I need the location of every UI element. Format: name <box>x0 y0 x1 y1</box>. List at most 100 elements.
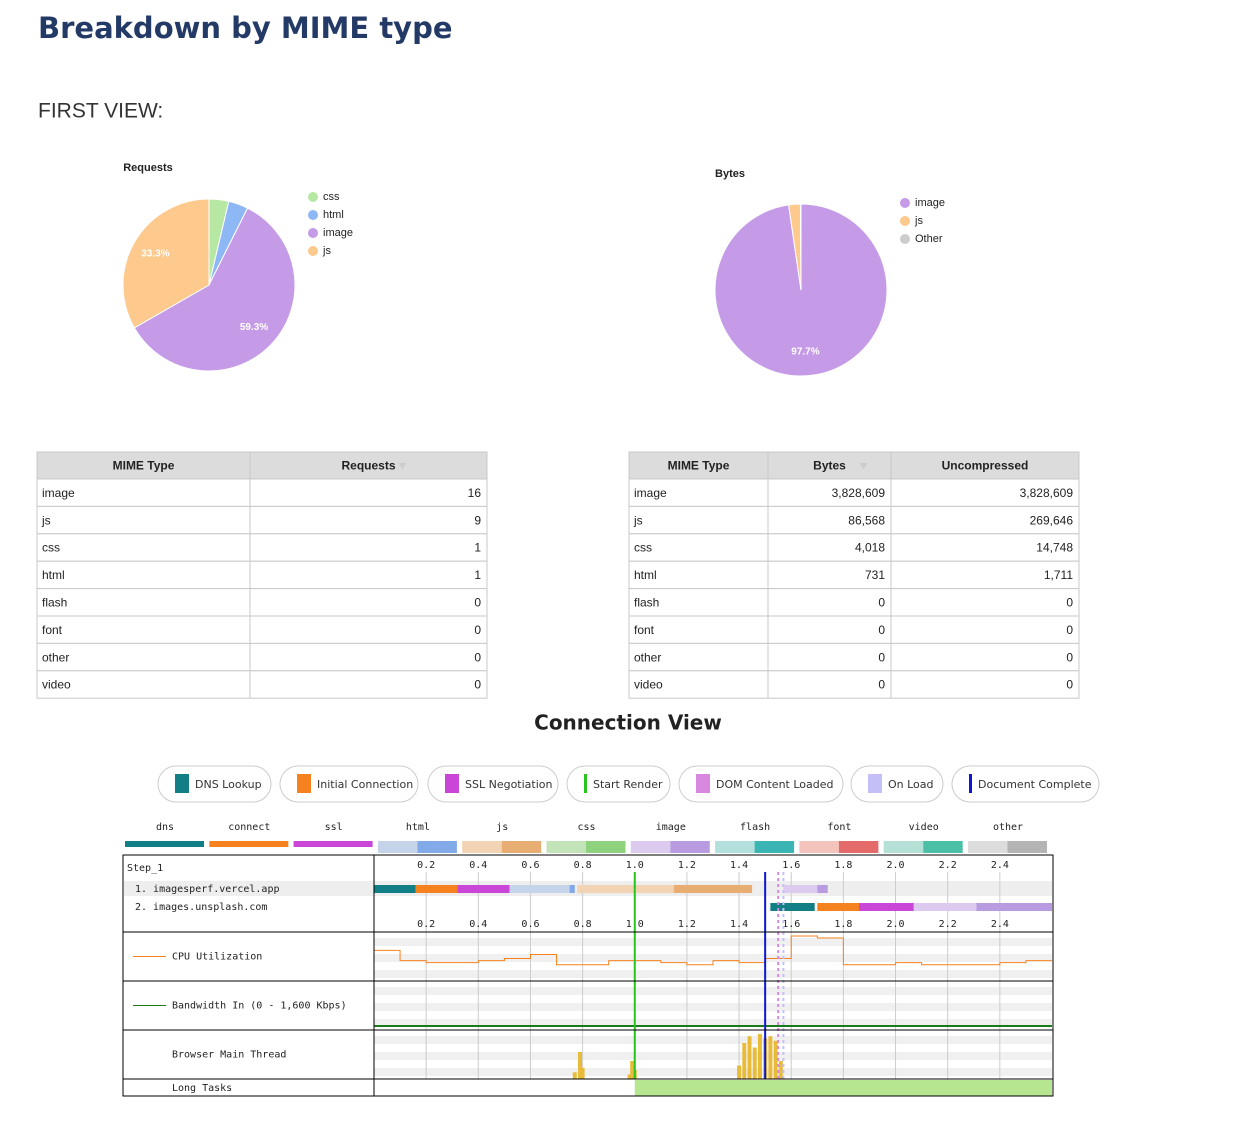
x-tick-label: 0.4 <box>469 860 487 871</box>
type-key-swatch <box>799 841 839 853</box>
type-key-label: font <box>827 822 851 833</box>
main-thread-bar <box>757 1034 762 1079</box>
table-cell: css <box>634 541 652 555</box>
type-key-swatch <box>501 841 542 853</box>
x-tick-label: 2.4 <box>991 860 1009 871</box>
type-key-swatch <box>417 841 457 853</box>
table-row <box>36 588 488 617</box>
type-key-swatch <box>630 841 671 853</box>
table-row <box>628 560 1080 590</box>
table-cell: 0 <box>878 650 885 664</box>
row-label: Browser Main Thread <box>172 1050 286 1061</box>
table-cell: 16 <box>468 486 482 500</box>
type-key-swatch <box>293 841 373 847</box>
main-thread-bar <box>773 1040 778 1079</box>
legend-label: Start Render <box>593 778 663 791</box>
table-row <box>36 670 488 699</box>
x-tick-label: 2.4 <box>991 919 1009 930</box>
legend-swatch <box>900 198 910 208</box>
type-key-swatch <box>923 841 963 853</box>
x-tick-label: 2.0 <box>887 919 905 930</box>
legend-swatch <box>175 774 189 793</box>
table-cell: 86,568 <box>848 513 885 527</box>
table-row <box>628 670 1080 699</box>
row-label: Long Tasks <box>172 1083 232 1094</box>
sort-arrow <box>859 463 868 469</box>
table-cell: 1,711 <box>1044 568 1073 582</box>
table-cell: 0 <box>1066 595 1073 609</box>
request-segment <box>374 885 416 893</box>
band-shade <box>374 1003 1052 1011</box>
x-tick-label: 1.8 <box>834 860 852 871</box>
request-wait <box>913 903 977 911</box>
type-key-label: other <box>993 822 1023 833</box>
legend-label: css <box>323 191 340 203</box>
main-thread-bar <box>578 1052 583 1079</box>
table-cell: html <box>634 568 657 582</box>
pie-label: 59.3% <box>240 322 268 333</box>
column-header: MIME Type <box>668 459 730 473</box>
legend-label: Document Complete <box>978 778 1092 791</box>
legend-label: DOM Content Loaded <box>716 778 834 791</box>
column-header: Uncompressed <box>942 459 1029 473</box>
type-key-label: connect <box>228 822 270 833</box>
legend-label: Initial Connection <box>317 778 413 791</box>
table-row <box>36 533 488 562</box>
column-header: Bytes <box>813 459 846 473</box>
type-key-swatch <box>209 841 289 847</box>
page-title: Breakdown by MIME type <box>38 11 453 45</box>
x-tick-label: 1.6 <box>782 919 800 930</box>
table-row <box>628 615 1080 644</box>
table-cell: other <box>42 650 69 664</box>
table-cell: flash <box>634 595 659 609</box>
pie-title: Requests <box>123 162 173 174</box>
table-header-bg <box>628 451 1080 480</box>
table-cell: flash <box>42 595 67 609</box>
x-tick-label: 0.4 <box>469 919 487 930</box>
table-cell: 269,646 <box>1030 513 1074 527</box>
legend-swatch <box>900 216 910 226</box>
type-key-swatch <box>1007 841 1047 853</box>
x-tick-label: 0.8 <box>574 919 592 930</box>
legend-swatch <box>868 774 882 793</box>
table-cell: 4,018 <box>855 541 885 555</box>
main-thread-bar <box>752 1047 757 1079</box>
table-cell: js <box>633 513 643 527</box>
table-cell: 731 <box>865 568 885 582</box>
table-row <box>36 642 488 672</box>
table-cell: html <box>42 568 65 582</box>
pie-label: 97.7% <box>791 346 819 357</box>
legend-label: Other <box>915 233 943 245</box>
legend-swatch <box>308 228 318 238</box>
table-header-bg <box>36 451 488 480</box>
type-key-label: ssl <box>325 822 343 833</box>
band-shade <box>374 970 1052 978</box>
table-cell: 1 <box>474 541 481 555</box>
step-label: Step_1 <box>127 863 163 874</box>
type-key-swatch <box>968 841 1008 853</box>
table-cell: css <box>42 541 60 555</box>
type-key-swatch <box>462 841 502 853</box>
band-shade <box>374 1019 1052 1027</box>
table-cell: 0 <box>474 623 481 637</box>
x-tick-label: 1.2 <box>678 860 696 871</box>
main-thread-bar <box>580 1067 585 1079</box>
x-tick-label: 2.2 <box>939 919 957 930</box>
legend-swatch <box>969 774 972 793</box>
band-shade <box>374 1036 1052 1044</box>
x-tick-label: 0.2 <box>417 860 435 871</box>
table-cell: video <box>42 678 71 692</box>
table-cell: 0 <box>474 678 481 692</box>
legend-label: DNS Lookup <box>195 778 262 791</box>
table-cell: 0 <box>878 595 885 609</box>
band-shade <box>374 938 1052 946</box>
legend-swatch <box>696 774 710 793</box>
band-shade <box>374 1068 1052 1076</box>
band-shade <box>374 1052 1052 1060</box>
main-thread-bar <box>778 1061 783 1079</box>
row-label: Bandwidth In (0 - 1,600 Kbps) <box>172 1001 347 1012</box>
view-label: FIRST VIEW: <box>38 100 163 123</box>
table-row <box>628 505 1080 535</box>
